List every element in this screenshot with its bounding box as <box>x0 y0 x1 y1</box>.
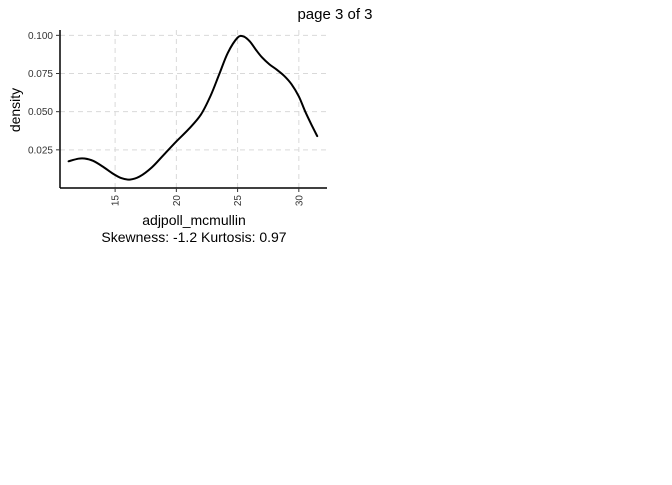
axes <box>59 30 327 189</box>
density-curve <box>67 34 319 181</box>
y-axis-title: density <box>7 88 23 132</box>
page-label: page 3 of 3 <box>297 6 372 23</box>
y-tick-label-0: 0.025 <box>28 145 53 156</box>
x-tick-label-2: 25 <box>233 195 244 207</box>
x-tick-label-1: 20 <box>172 195 183 207</box>
y-tick-label-3: 0.100 <box>28 31 53 42</box>
x-tick-label-3: 30 <box>294 195 305 207</box>
x-axis-title: adjpoll_mcmullin <box>142 212 246 228</box>
y-tick-label-1: 0.050 <box>28 107 53 118</box>
ticks: 15 20 25 30 0.025 0.050 0.075 0.100 <box>28 31 305 206</box>
x-tick-label-0: 15 <box>111 195 122 207</box>
stats-caption: Skewness: -1.2 Kurtosis: 0.97 <box>101 229 286 245</box>
y-tick-label-2: 0.075 <box>28 69 53 80</box>
